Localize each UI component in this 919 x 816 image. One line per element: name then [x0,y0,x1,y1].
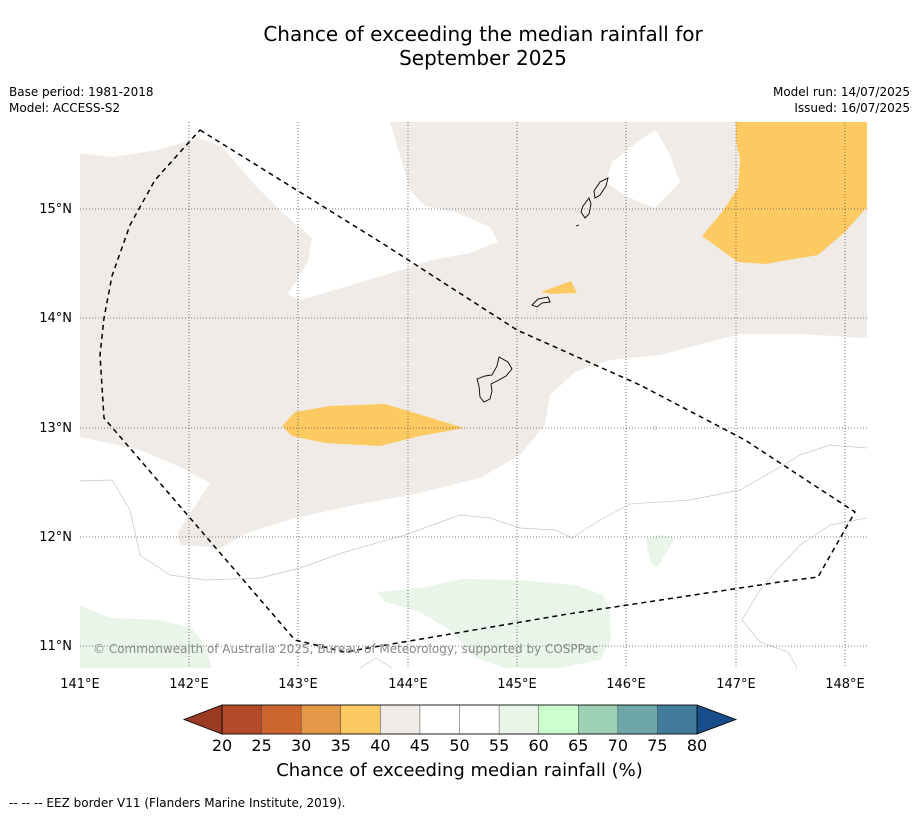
lon-tick-label: 144°E [388,677,428,692]
colorbar-tick-label: 70 [608,736,628,755]
colorbar-tick-label: 20 [212,736,232,755]
chart-title: Chance of exceeding the median rainfall … [0,22,919,70]
colorbar-swatch [538,704,579,735]
region-55-60-south [377,579,611,668]
colorbar-swatch [459,704,500,735]
lon-tick-label: 142°E [169,677,209,692]
colorbar-tick-label: 55 [489,736,509,755]
model-run: Model run: 14/07/2025 [772,85,910,99]
colorbar-swatch [617,704,658,735]
lat-tick-label: 14°N [39,311,72,326]
colorbar-tick-label: 80 [687,736,707,755]
colorbar-swatch [340,704,381,735]
region-55-60-small [647,535,675,567]
gridlines [80,122,867,668]
region-55-60-southwest [80,605,212,668]
copyright-notice: © Commonwealth of Australia 2025, Bureau… [93,642,598,656]
lon-tick-label: 147°E [716,677,756,692]
lon-tick-label: 143°E [278,677,318,692]
region-35-40-central [282,404,464,446]
rota-outline [531,296,551,308]
lat-labels: 15°N 14°N 13°N 12°N 11°N [39,202,72,654]
colorbar-swatch [300,704,342,735]
lat-tick-label: 12°N [39,530,72,545]
eez-border [99,129,857,653]
colorbar-tick-label: 75 [647,736,667,755]
colorbar-frame [221,704,698,735]
colorbar-tick-label: 35 [331,736,351,755]
colorbar-swatch [380,704,421,735]
colorbar-title: Chance of exceeding median rainfall (%) [276,760,643,781]
lon-tick-label: 141°E [60,677,100,692]
lat-tick-label: 11°N [39,639,72,654]
colorbar-tick-label: 40 [370,736,390,755]
colorbar-swatch [419,704,461,735]
saipan-outline [593,177,609,199]
aguijan-outline [575,224,580,227]
run-info: Model run: 14/07/2025 Issued: 16/07/2025 [773,84,910,116]
tinian-outline [580,197,592,219]
base-period: Base period: 1981-2018 [9,85,154,99]
colorbar-swatch [261,704,302,735]
island-outlines [476,177,609,403]
colorbar-high-extend [696,704,738,735]
region-35-40-east [702,122,867,264]
guam-outline [476,356,513,403]
lon-tick-label: 145°E [497,677,537,692]
model-name: Model: ACCESS-S2 [9,101,121,115]
lat-tick-label: 13°N [39,421,72,436]
region-white-hole [606,130,680,208]
title-line-2: September 2025 [399,46,567,70]
issued-date: Issued: 16/07/2025 [794,101,910,115]
lon-tick-label: 146°E [606,677,646,692]
colorbar-low-extend [182,704,223,735]
lon-labels: 141°E 142°E 143°E 144°E 145°E 146°E 147°… [60,677,865,692]
map-area: © Commonwealth of Australia 2025, Bureau… [80,122,867,668]
colorbar-tick-label: 60 [528,736,548,755]
eez-legend-note: -- -- -- EEZ border V11 (Flanders Marine… [9,796,346,810]
region-35-40-small [541,281,577,294]
lat-tick-label: 15°N [39,202,72,217]
model-info: Base period: 1981-2018 Model: ACCESS-S2 [9,84,154,116]
colorbar-tick-label: 25 [251,736,271,755]
colorbar-tick-label: 30 [291,736,311,755]
colorbar-swatch [578,704,619,735]
lon-tick-label: 148°E [825,677,865,692]
colorbar-tick-label: 50 [449,736,469,755]
colorbar-tick-label: 45 [410,736,430,755]
colorbar-swatch [221,704,263,735]
colorbar-swatch [498,704,540,735]
title-line-1: Chance of exceeding the median rainfall … [263,22,703,46]
colorbar: 20 25 30 35 40 45 50 55 60 65 70 75 80 [182,704,738,755]
region-40-45 [80,122,867,548]
colorbar-tick-label: 65 [568,736,588,755]
colorbar-swatch [657,704,698,735]
